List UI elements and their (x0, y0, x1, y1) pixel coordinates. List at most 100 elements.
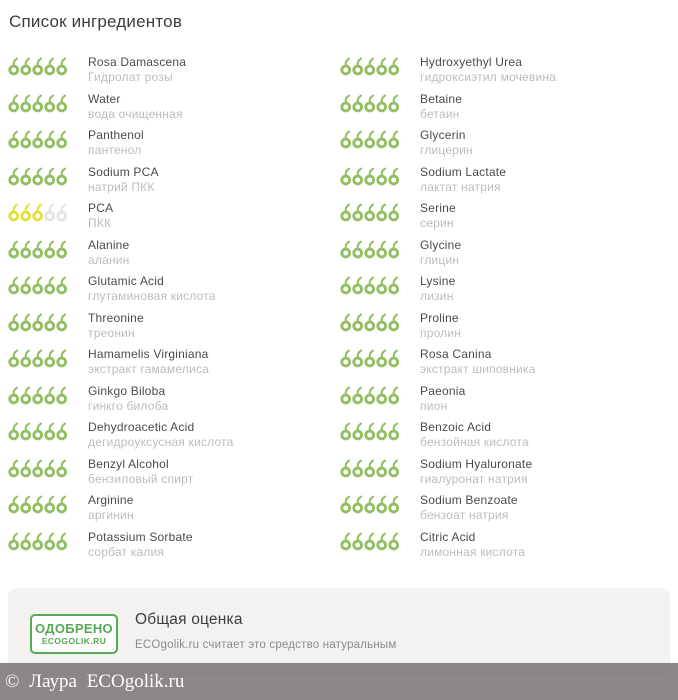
green-apple-icon (388, 167, 400, 185)
ingredient-name: Threonine (88, 310, 144, 325)
ingredient-row: Benzyl Alcohol бензиловый спирт (8, 455, 340, 492)
green-apple-icon (44, 276, 56, 295)
green-apple-icon (340, 167, 352, 185)
green-apple-icon (340, 495, 352, 514)
rating-apples (8, 309, 70, 332)
ingredient-translation: экстракт гамамелиса (88, 362, 209, 376)
ingredient-row: Dehydroacetic Acid дегидроуксусная кисло… (8, 418, 340, 455)
rating-apples (340, 236, 402, 259)
green-apple-icon (44, 349, 56, 368)
ingredient-name: Glutamic Acid (88, 274, 164, 288)
rating-apples (8, 272, 70, 295)
summary-text: ECOgolik.ru считает это средство натурал… (135, 639, 397, 651)
green-apple-icon (364, 203, 376, 222)
green-apple-icon (44, 386, 56, 404)
green-apple-icon (376, 313, 388, 331)
ingredient-row: Glutamic Acid глутаминовая кислота (8, 272, 340, 309)
ingredient-name: Proline (420, 310, 459, 325)
green-apple-icon (352, 240, 364, 258)
green-apple-icon (352, 386, 364, 404)
ingredient-name: Dehydroacetic Acid (88, 420, 195, 434)
ingredient-row: Paeonia пион (340, 382, 672, 419)
green-apple-icon (340, 313, 352, 331)
green-apple-icon (32, 422, 44, 441)
green-apple-icon (388, 94, 400, 112)
ingredient-labels: Sodium PCA натрий ПКК (88, 163, 159, 194)
green-apple-icon (20, 495, 32, 514)
ingredient-labels: Sodium Benzoate бензоат натрия (420, 491, 518, 522)
rating-apples (8, 199, 70, 222)
green-apple-icon (8, 57, 20, 76)
ingredient-name: Rosa Canina (420, 347, 492, 361)
ingredient-labels: PCA ПКК (88, 199, 113, 230)
green-apple-icon (8, 167, 20, 185)
ingredient-name: PCA (88, 201, 114, 215)
green-apple-icon (352, 130, 364, 149)
ingredient-row: Rosa Damascena Гидролат розы (8, 53, 340, 90)
ingredient-labels: Ginkgo Biloba гинкго билоба (88, 382, 168, 413)
rating-apples (340, 163, 402, 186)
ingredient-name: Glycine (420, 237, 462, 252)
footer-bar: © Лаура ECOgolik.ru (0, 663, 678, 700)
yellow-apple-icon (8, 203, 20, 222)
green-apple-icon (364, 495, 376, 514)
ingredient-row: Sodium Benzoate бензоат натрия (340, 491, 672, 528)
green-apple-icon (364, 276, 376, 295)
ingredient-name: Glycerin (420, 128, 466, 142)
ingredient-name: Paeonia (420, 383, 466, 398)
green-apple-icon (20, 240, 32, 258)
ingredient-row: Betaine бетаин (340, 90, 672, 127)
page-title: Список ингредиентов (9, 12, 183, 31)
ingredient-labels: Arginine аргинин (88, 491, 134, 522)
rating-apples (8, 455, 70, 478)
green-apple-icon (32, 240, 44, 258)
ingredient-labels: Citric Acid лимонная кислота (420, 528, 525, 559)
ingredient-translation: сорбат калия (88, 544, 165, 559)
green-apple-icon (20, 349, 32, 368)
green-apple-icon (56, 386, 68, 404)
green-apple-icon (352, 94, 364, 112)
green-apple-icon (364, 57, 376, 76)
green-apple-icon (364, 94, 376, 112)
ingredient-row: Glycine глицин (340, 236, 672, 273)
ingredient-translation: серин (420, 216, 454, 230)
ingredient-name: Serine (420, 201, 456, 215)
empty-apple-icon (56, 203, 68, 222)
ingredient-labels: Glutamic Acid глутаминовая кислота (88, 272, 216, 303)
summary-card: ОДОБРЕНО ECOGOLIK.RU Общая оценка ECOgol… (8, 588, 670, 676)
rating-apples (340, 199, 402, 222)
summary-title: Общая оценка (135, 611, 243, 628)
green-apple-icon (56, 276, 68, 295)
ingredient-labels: Threonine треонин (88, 309, 144, 340)
ingredient-translation: вода очищенная (88, 106, 183, 121)
ingredient-translation: дегидроуксусная кислота (88, 435, 234, 449)
green-apple-icon (388, 459, 400, 477)
ingredient-name: Hydroxyethyl Urea (420, 55, 523, 69)
green-apple-icon (376, 459, 388, 477)
green-apple-icon (388, 349, 400, 368)
green-apple-icon (56, 240, 68, 258)
green-apple-icon (376, 386, 388, 404)
ingredient-name: Hamamelis Virginiana (88, 347, 209, 361)
ingredient-row: Panthenol пантенол (8, 126, 340, 163)
ingredient-column-right: Hydroxyethyl Urea гидроксиэтил мочевина … (340, 53, 672, 564)
ingredient-row: Rosa Canina экстракт шиповника (340, 345, 672, 382)
ingredient-translation: аргинин (88, 508, 134, 522)
empty-apple-icon (44, 203, 56, 222)
yellow-apple-icon (32, 203, 44, 222)
rating-apples (8, 90, 70, 113)
green-apple-icon (340, 57, 352, 76)
green-apple-icon (8, 240, 20, 258)
ingredient-column-left: Rosa Damascena Гидролат розы Water вода … (8, 53, 340, 564)
green-apple-icon (376, 57, 388, 76)
approved-badge: ОДОБРЕНО ECOGOLIK.RU (30, 614, 118, 654)
green-apple-icon (20, 94, 32, 112)
green-apple-icon (56, 130, 68, 149)
rating-apples (340, 309, 402, 332)
ingredient-list: Rosa Damascena Гидролат розы Water вода … (8, 53, 672, 564)
ingredient-name: Citric Acid (420, 529, 476, 544)
green-apple-icon (376, 167, 388, 185)
ingredient-name: Alanine (88, 237, 130, 252)
green-apple-icon (340, 386, 352, 404)
ingredient-row: Arginine аргинин (8, 491, 340, 528)
